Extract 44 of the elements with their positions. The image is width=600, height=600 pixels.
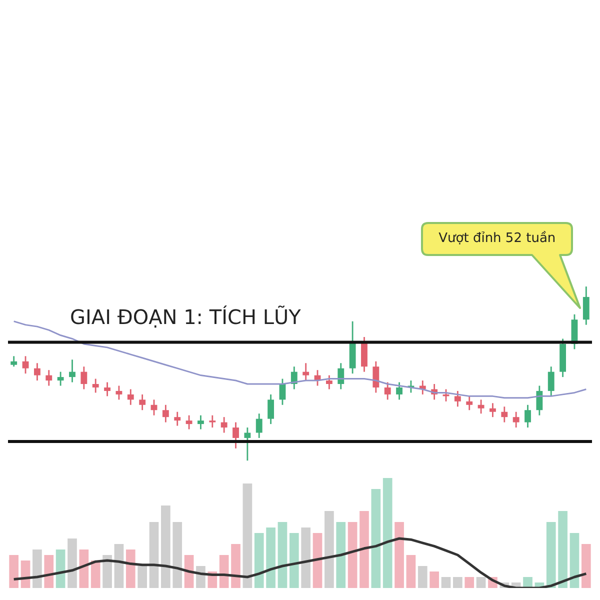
bar	[336, 522, 346, 588]
bar	[90, 560, 100, 588]
bar	[382, 478, 392, 588]
bar	[219, 555, 229, 588]
bar	[312, 533, 322, 588]
bar	[9, 555, 19, 588]
bar	[138, 566, 147, 588]
bar	[394, 522, 404, 588]
bar	[79, 550, 89, 588]
bar	[546, 522, 556, 588]
bar	[172, 522, 182, 588]
bar	[581, 544, 591, 588]
bar	[149, 522, 159, 588]
bar	[464, 577, 474, 588]
bar	[231, 544, 240, 588]
bar	[418, 566, 428, 588]
bar	[324, 511, 334, 588]
bar	[102, 555, 112, 588]
bar	[371, 489, 381, 588]
bar	[430, 572, 439, 588]
bar	[570, 533, 580, 588]
bar	[360, 511, 369, 588]
bar	[161, 506, 170, 588]
bar	[558, 511, 568, 588]
bar	[68, 538, 77, 588]
bar	[289, 533, 299, 588]
bar	[278, 522, 288, 588]
bar	[32, 550, 42, 588]
annotation: GIAI ĐOẠN 1: TÍCH LŨY	[70, 305, 302, 330]
bar	[266, 528, 276, 588]
bar	[44, 555, 54, 588]
bar	[56, 550, 66, 588]
bar	[348, 522, 358, 588]
bar	[441, 577, 451, 588]
bar	[254, 533, 264, 588]
bar	[242, 484, 252, 588]
bar	[476, 577, 486, 588]
text: Vượt đỉnh 52 tuần	[438, 230, 557, 248]
bar	[523, 577, 532, 588]
bar	[406, 555, 416, 588]
bar	[114, 544, 124, 588]
bar	[301, 528, 311, 588]
bar	[126, 550, 136, 588]
bar	[453, 577, 462, 588]
